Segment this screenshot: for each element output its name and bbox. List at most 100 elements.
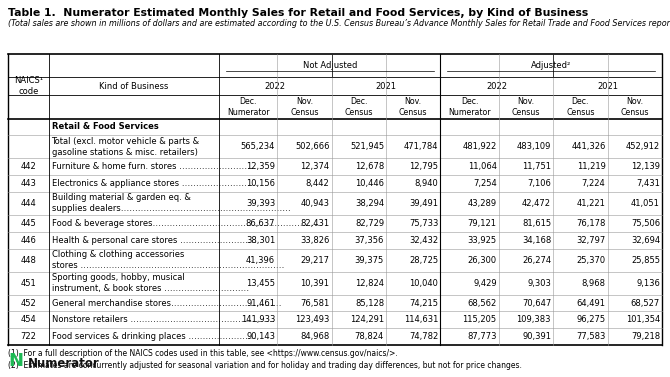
Text: Food & beverage stores……………………………………………………: Food & beverage stores………………………………………………… (52, 219, 322, 228)
Text: 7,224: 7,224 (582, 179, 606, 188)
Text: 109,383: 109,383 (517, 315, 551, 324)
Text: Not Adjusted: Not Adjusted (303, 61, 357, 70)
Text: Sporting goods, hobby, musical
instrument, & book stores …………………………: Sporting goods, hobby, musical instrumen… (52, 273, 249, 293)
Text: 32,797: 32,797 (576, 236, 606, 245)
Text: 43,289: 43,289 (468, 199, 496, 208)
Text: N: N (8, 352, 23, 370)
Text: 454: 454 (21, 315, 36, 324)
Text: 28,725: 28,725 (409, 256, 438, 265)
Text: 87,773: 87,773 (467, 332, 496, 341)
Text: Nov.
Census: Nov. Census (399, 97, 427, 117)
Text: 41,396: 41,396 (246, 256, 275, 265)
Text: 452,912: 452,912 (626, 143, 660, 151)
Text: (2)  Estimates are concurrently adjusted for seasonal variation and for holiday : (2) Estimates are concurrently adjusted … (8, 361, 522, 370)
Text: Health & personal care stores ………………………: Health & personal care stores ……………………… (52, 236, 256, 245)
Text: 12,374: 12,374 (300, 162, 330, 171)
Text: 441,326: 441,326 (571, 143, 606, 151)
Text: 39,375: 39,375 (355, 256, 384, 265)
Text: 502,666: 502,666 (295, 143, 330, 151)
Text: 82,431: 82,431 (300, 219, 330, 228)
Text: 38,301: 38,301 (246, 236, 275, 245)
Text: 471,784: 471,784 (404, 143, 438, 151)
Text: Retail & Food Services: Retail & Food Services (52, 123, 158, 132)
Text: 10,446: 10,446 (355, 179, 384, 188)
Text: 74,782: 74,782 (409, 332, 438, 341)
Text: 12,824: 12,824 (355, 279, 384, 288)
Text: 82,729: 82,729 (355, 219, 384, 228)
Text: 8,968: 8,968 (582, 279, 606, 288)
Text: 101,354: 101,354 (626, 315, 660, 324)
Text: Dec.
Numerator: Dec. Numerator (448, 97, 491, 117)
Text: 64,491: 64,491 (576, 299, 606, 308)
Text: 33,925: 33,925 (468, 236, 496, 245)
Text: Dec.
Numerator: Dec. Numerator (227, 97, 269, 117)
Text: 39,491: 39,491 (409, 199, 438, 208)
Text: 91,461: 91,461 (246, 299, 275, 308)
Text: 74,215: 74,215 (409, 299, 438, 308)
Text: Furniture & home furn. stores ………………………: Furniture & home furn. stores ……………………… (52, 162, 255, 171)
Text: 90,143: 90,143 (246, 332, 275, 341)
Text: 8,442: 8,442 (306, 179, 330, 188)
Text: 32,694: 32,694 (631, 236, 660, 245)
Text: 7,254: 7,254 (473, 179, 496, 188)
Text: 70,647: 70,647 (522, 299, 551, 308)
Text: 34,168: 34,168 (522, 236, 551, 245)
Text: 452: 452 (21, 299, 36, 308)
Text: 32,432: 32,432 (409, 236, 438, 245)
Text: 41,221: 41,221 (577, 199, 606, 208)
Text: Dec.
Census: Dec. Census (566, 97, 594, 117)
Text: 141,933: 141,933 (241, 315, 275, 324)
Text: 2021: 2021 (375, 81, 397, 90)
Text: 33,826: 33,826 (300, 236, 330, 245)
Text: 483,109: 483,109 (517, 143, 551, 151)
Text: 565,234: 565,234 (241, 143, 275, 151)
Text: Food services & drinking places ……………………: Food services & drinking places …………………… (52, 332, 256, 341)
Text: 68,562: 68,562 (468, 299, 496, 308)
Text: 41,051: 41,051 (631, 199, 660, 208)
Text: 25,370: 25,370 (576, 256, 606, 265)
Text: 11,064: 11,064 (468, 162, 496, 171)
Text: Dec.
Census: Dec. Census (344, 97, 373, 117)
Text: 78,824: 78,824 (355, 332, 384, 341)
Text: 12,678: 12,678 (355, 162, 384, 171)
Text: 79,121: 79,121 (468, 219, 496, 228)
Text: 76,581: 76,581 (300, 299, 330, 308)
Text: 2021: 2021 (597, 81, 618, 90)
Text: Nov.
Census: Nov. Census (512, 97, 540, 117)
Text: Table 1.  Numerator Estimated Monthly Sales for Retail and Food Services, by Kin: Table 1. Numerator Estimated Monthly Sal… (8, 8, 588, 18)
Text: 75,506: 75,506 (631, 219, 660, 228)
Text: 2022: 2022 (265, 81, 286, 90)
Text: 9,136: 9,136 (636, 279, 660, 288)
Text: 451: 451 (21, 279, 36, 288)
Text: 446: 446 (21, 236, 36, 245)
Text: 10,391: 10,391 (301, 279, 330, 288)
Text: 7,106: 7,106 (527, 179, 551, 188)
Text: 11,219: 11,219 (577, 162, 606, 171)
Text: 77,583: 77,583 (576, 332, 606, 341)
Text: 85,128: 85,128 (355, 299, 384, 308)
Text: 10,040: 10,040 (409, 279, 438, 288)
Text: 722: 722 (21, 332, 36, 341)
Text: 444: 444 (21, 199, 36, 208)
Text: 39,393: 39,393 (246, 199, 275, 208)
Text: 38,294: 38,294 (355, 199, 384, 208)
Text: 443: 443 (21, 179, 36, 188)
Text: 68,527: 68,527 (630, 299, 660, 308)
Text: 76,178: 76,178 (576, 219, 606, 228)
Text: 445: 445 (21, 219, 36, 228)
Text: Electronics & appliance stores ………………………: Electronics & appliance stores ……………………… (52, 179, 258, 188)
Text: 90,391: 90,391 (522, 332, 551, 341)
Text: 29,217: 29,217 (301, 256, 330, 265)
Text: 13,455: 13,455 (246, 279, 275, 288)
Text: 42,472: 42,472 (522, 199, 551, 208)
Text: 481,922: 481,922 (462, 143, 496, 151)
Text: 96,275: 96,275 (576, 315, 606, 324)
Text: 79,218: 79,218 (631, 332, 660, 341)
Text: 123,493: 123,493 (295, 315, 330, 324)
Text: 37,356: 37,356 (354, 236, 384, 245)
Text: 521,945: 521,945 (350, 143, 384, 151)
Text: Clothing & clothing accessories
stores ………………………………………………………………: Clothing & clothing accessories stores …… (52, 250, 284, 270)
Text: 12,795: 12,795 (409, 162, 438, 171)
Text: Kind of Business: Kind of Business (99, 81, 169, 90)
Text: Numerator: Numerator (28, 357, 100, 370)
